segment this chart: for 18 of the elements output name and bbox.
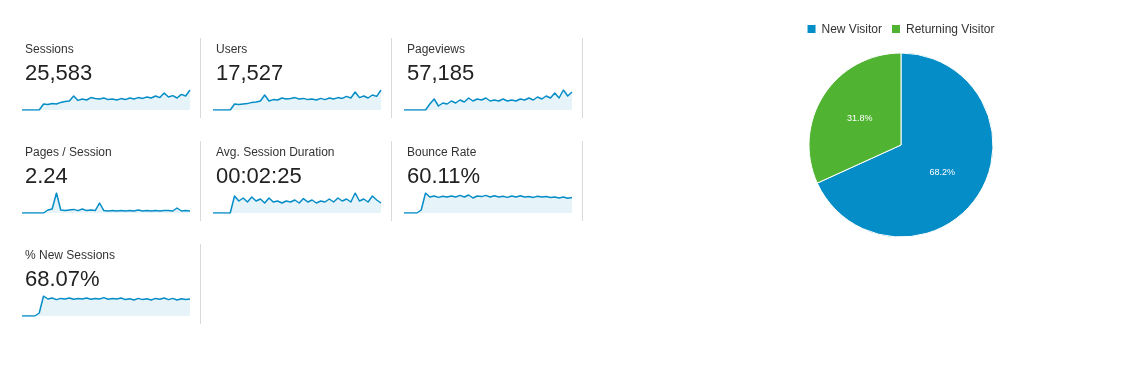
data-label: 68.2% [929, 166, 955, 177]
chart-subtitle: 00:02:25 [216, 162, 302, 188]
chart-title: Pages / Session [25, 145, 112, 159]
chart-title: Bounce Rate [407, 145, 477, 159]
chart-subtitle: 17,527 [216, 59, 284, 85]
chart-title: Sessions [25, 42, 74, 56]
chart-subtitle: 57,185 [407, 59, 475, 85]
chart-title: % New Sessions [25, 248, 116, 262]
data-label: 31.8% [847, 113, 873, 124]
chart-subtitle: 68.07% [25, 265, 100, 291]
legend-label: New Visitor [821, 22, 882, 36]
chart-title: Avg. Session Duration [216, 145, 335, 159]
chart-subtitle: 2.24 [25, 162, 68, 188]
legend-label: Returning Visitor [905, 22, 995, 36]
chart-title: Users [216, 42, 248, 56]
chart-subtitle: 25,583 [25, 59, 93, 85]
chart-subtitle: 60.11% [407, 162, 480, 188]
chart-title: Pageviews [407, 42, 466, 56]
